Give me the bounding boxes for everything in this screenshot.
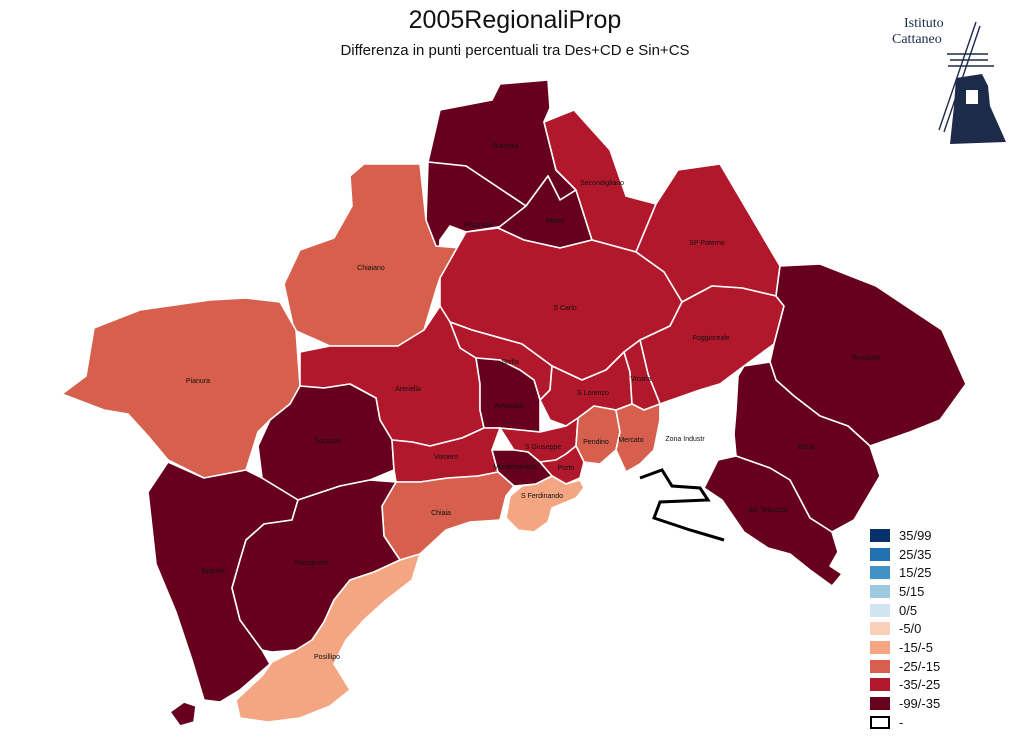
legend-item: - [870,713,940,732]
zone-pianura [61,297,301,479]
legend-swatch [870,640,890,654]
zone-label-s-carlo: S Carlo [553,305,576,312]
legend-label: -5/0 [899,621,922,637]
legend-item: 35/99 [870,526,940,545]
zone-label-chiaiano: Chiaiano [357,265,385,272]
port-piers [639,468,725,542]
zone-s-ferdinando [505,475,585,533]
zone-label-chiaia: Chiaia [431,510,451,517]
legend-swatch [870,622,890,636]
legend-label: -99/-35 [899,696,941,712]
legend-label: 35/99 [899,527,932,543]
zone-label-vicaria: Vicaria [630,376,651,383]
zone-label-pianura: Pianura [186,378,210,385]
zone-label-ponticelli: Ponticelli [852,355,880,362]
legend-item: -25/-15 [870,657,940,676]
zone-label-miano: Miano [545,218,564,225]
legend-label: 15/25 [899,565,932,581]
legend-item: -35/-25 [870,676,940,695]
legend-swatch [870,603,890,617]
legend-swatch [870,584,890,598]
zone-sg-teduccio [703,455,843,587]
zone-label-s-ferdinando: S Ferdinando [521,493,563,500]
zone-label-montecalvario: Montecalvario [493,464,537,471]
zone-label-posillipo: Posillipo [314,654,340,661]
zone-label-avvocata: Avvocata [495,403,524,410]
legend-label: 5/15 [899,583,925,599]
zone-label-mercato: Mercato [618,437,643,444]
legend-item: 15/25 [870,563,940,582]
zone-pendino [575,405,621,465]
zone-label-barra: Barra [797,444,814,451]
zone-posillipo [235,553,421,723]
istituto-cattaneo-logo: Istituto Cattaneo [884,8,1014,148]
legend-item: -15/-5 [870,638,940,657]
legend-item: 25/35 [870,545,940,564]
legend: 35/99 25/35 15/25 5/15 0/5 -5/0 -15/-5 -25/-15 -… [870,526,940,732]
zone-label-poggioreale: Poggioreale [692,335,729,342]
zone-label-fuorigrotta: Fuorigrotta [294,560,328,567]
legend-label: - [899,714,904,730]
legend-label: -35/-25 [899,677,941,693]
zone-label-zona-industr: Zona Industr [665,436,705,443]
map-title: 2005RegionaliProp [408,6,622,34]
logo-line2: Cattaneo [892,32,942,47]
legend-swatch [870,697,890,711]
legend-item: -99/-35 [870,694,940,713]
zone-label-scampia: Scampia [491,143,518,150]
zone-label-bagnoli: Bagnoli [201,568,225,575]
zone-label-s-lorenzo: S Lorenzo [577,390,609,397]
legend-label: -25/-15 [899,658,941,674]
nisida-islet [169,701,197,727]
zone-label-sp-paterno: SP Paterno [689,240,725,247]
legend-swatch [870,566,890,580]
zone-label-vomero: Vomero [434,454,458,461]
zone-label-soccavo: Soccavo [315,438,342,445]
zone-label-sg-teduccio: SG Teduccio [748,507,788,514]
zone-label-arenella: Arenella [395,386,421,393]
legend-label: -15/-5 [899,639,933,655]
legend-swatch [870,715,890,729]
legend-swatch [870,547,890,561]
legend-label: 0/5 [899,602,918,618]
legend-item: -5/0 [870,619,940,638]
zone-label-piscinola: Piscinola [464,222,492,229]
zone-label-stella: Stella [501,359,519,366]
legend-swatch [870,659,890,673]
legend-label: 25/35 [899,546,932,562]
legend-item: 0/5 [870,601,940,620]
logo-line1: Istituto [904,16,944,31]
legend-item: 5/15 [870,582,940,601]
zone-label-s-giuseppe: S Giuseppe [525,444,562,451]
legend-swatch [870,678,890,692]
zone-label-pendino: Pendino [583,439,609,446]
windmill-icon [938,21,1006,144]
legend-swatch [870,528,890,542]
zone-label-porto: Porto [558,465,575,472]
zone-label-secondigliano: Secondigliano [580,180,624,187]
map-subtitle: Differenza in punti percentuali tra Des+… [340,42,690,59]
